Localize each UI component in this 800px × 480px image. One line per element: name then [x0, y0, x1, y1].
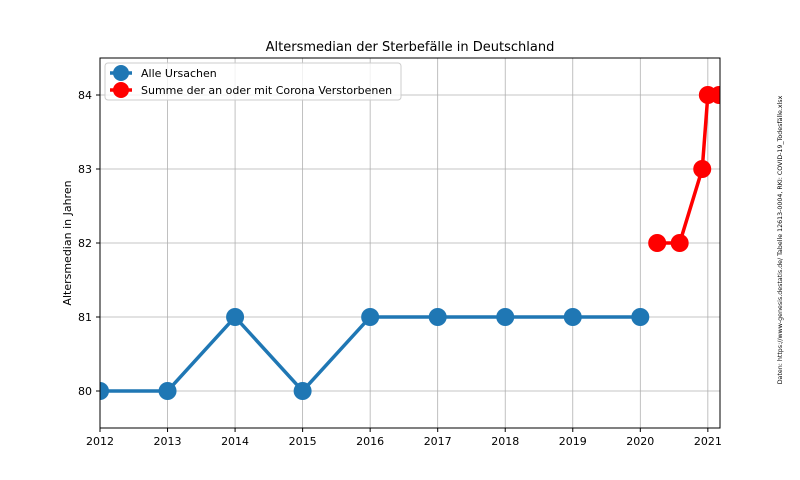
- legend: Alle Ursachen Summe der an oder mit Coron…: [104, 62, 402, 101]
- y-tick-label: 82: [78, 237, 92, 250]
- data-point: [563, 308, 582, 326]
- x-tick-label: 2018: [491, 435, 519, 448]
- y-tick-label: 84: [78, 89, 92, 102]
- data-point: [361, 308, 380, 326]
- x-tick-label: 2014: [221, 435, 249, 448]
- y-axis-label: Altersmedian in Jahren: [61, 180, 74, 305]
- y-tick-label: 83: [78, 163, 92, 176]
- data-point: [428, 308, 447, 326]
- data-point: [158, 382, 177, 400]
- x-tick-label: 2021: [694, 435, 722, 448]
- chart-title: Altersmedian der Sterbefälle in Deutschl…: [266, 40, 555, 55]
- data-point: [670, 234, 689, 252]
- data-point: [293, 382, 312, 400]
- data-point: [693, 160, 712, 178]
- x-tick-label: 2016: [356, 435, 384, 448]
- source-annotation: Daten: https://www-genesis.destatis.de/ …: [777, 95, 784, 384]
- legend-label: Summe der an oder mit Corona Verstorbene…: [141, 84, 392, 97]
- data-point: [648, 234, 667, 252]
- data-point: [100, 382, 109, 400]
- data-point: [496, 308, 515, 326]
- y-tick-label: 80: [78, 385, 92, 398]
- x-tick-label: 2019: [559, 435, 587, 448]
- x-tick-label: 2015: [289, 435, 317, 448]
- data-point: [710, 86, 720, 104]
- data-point: [631, 308, 650, 326]
- legend-marker: [113, 65, 129, 81]
- x-tick-label: 2012: [86, 435, 114, 448]
- legend-label: Alle Ursachen: [141, 67, 217, 80]
- plot-frame: [99, 57, 721, 429]
- y-tick-label: 81: [78, 311, 92, 324]
- data-point: [226, 308, 245, 326]
- x-tick-label: 2017: [424, 435, 452, 448]
- legend-marker: [113, 82, 129, 98]
- x-tick-label: 2013: [154, 435, 182, 448]
- x-tick-label: 2020: [626, 435, 654, 448]
